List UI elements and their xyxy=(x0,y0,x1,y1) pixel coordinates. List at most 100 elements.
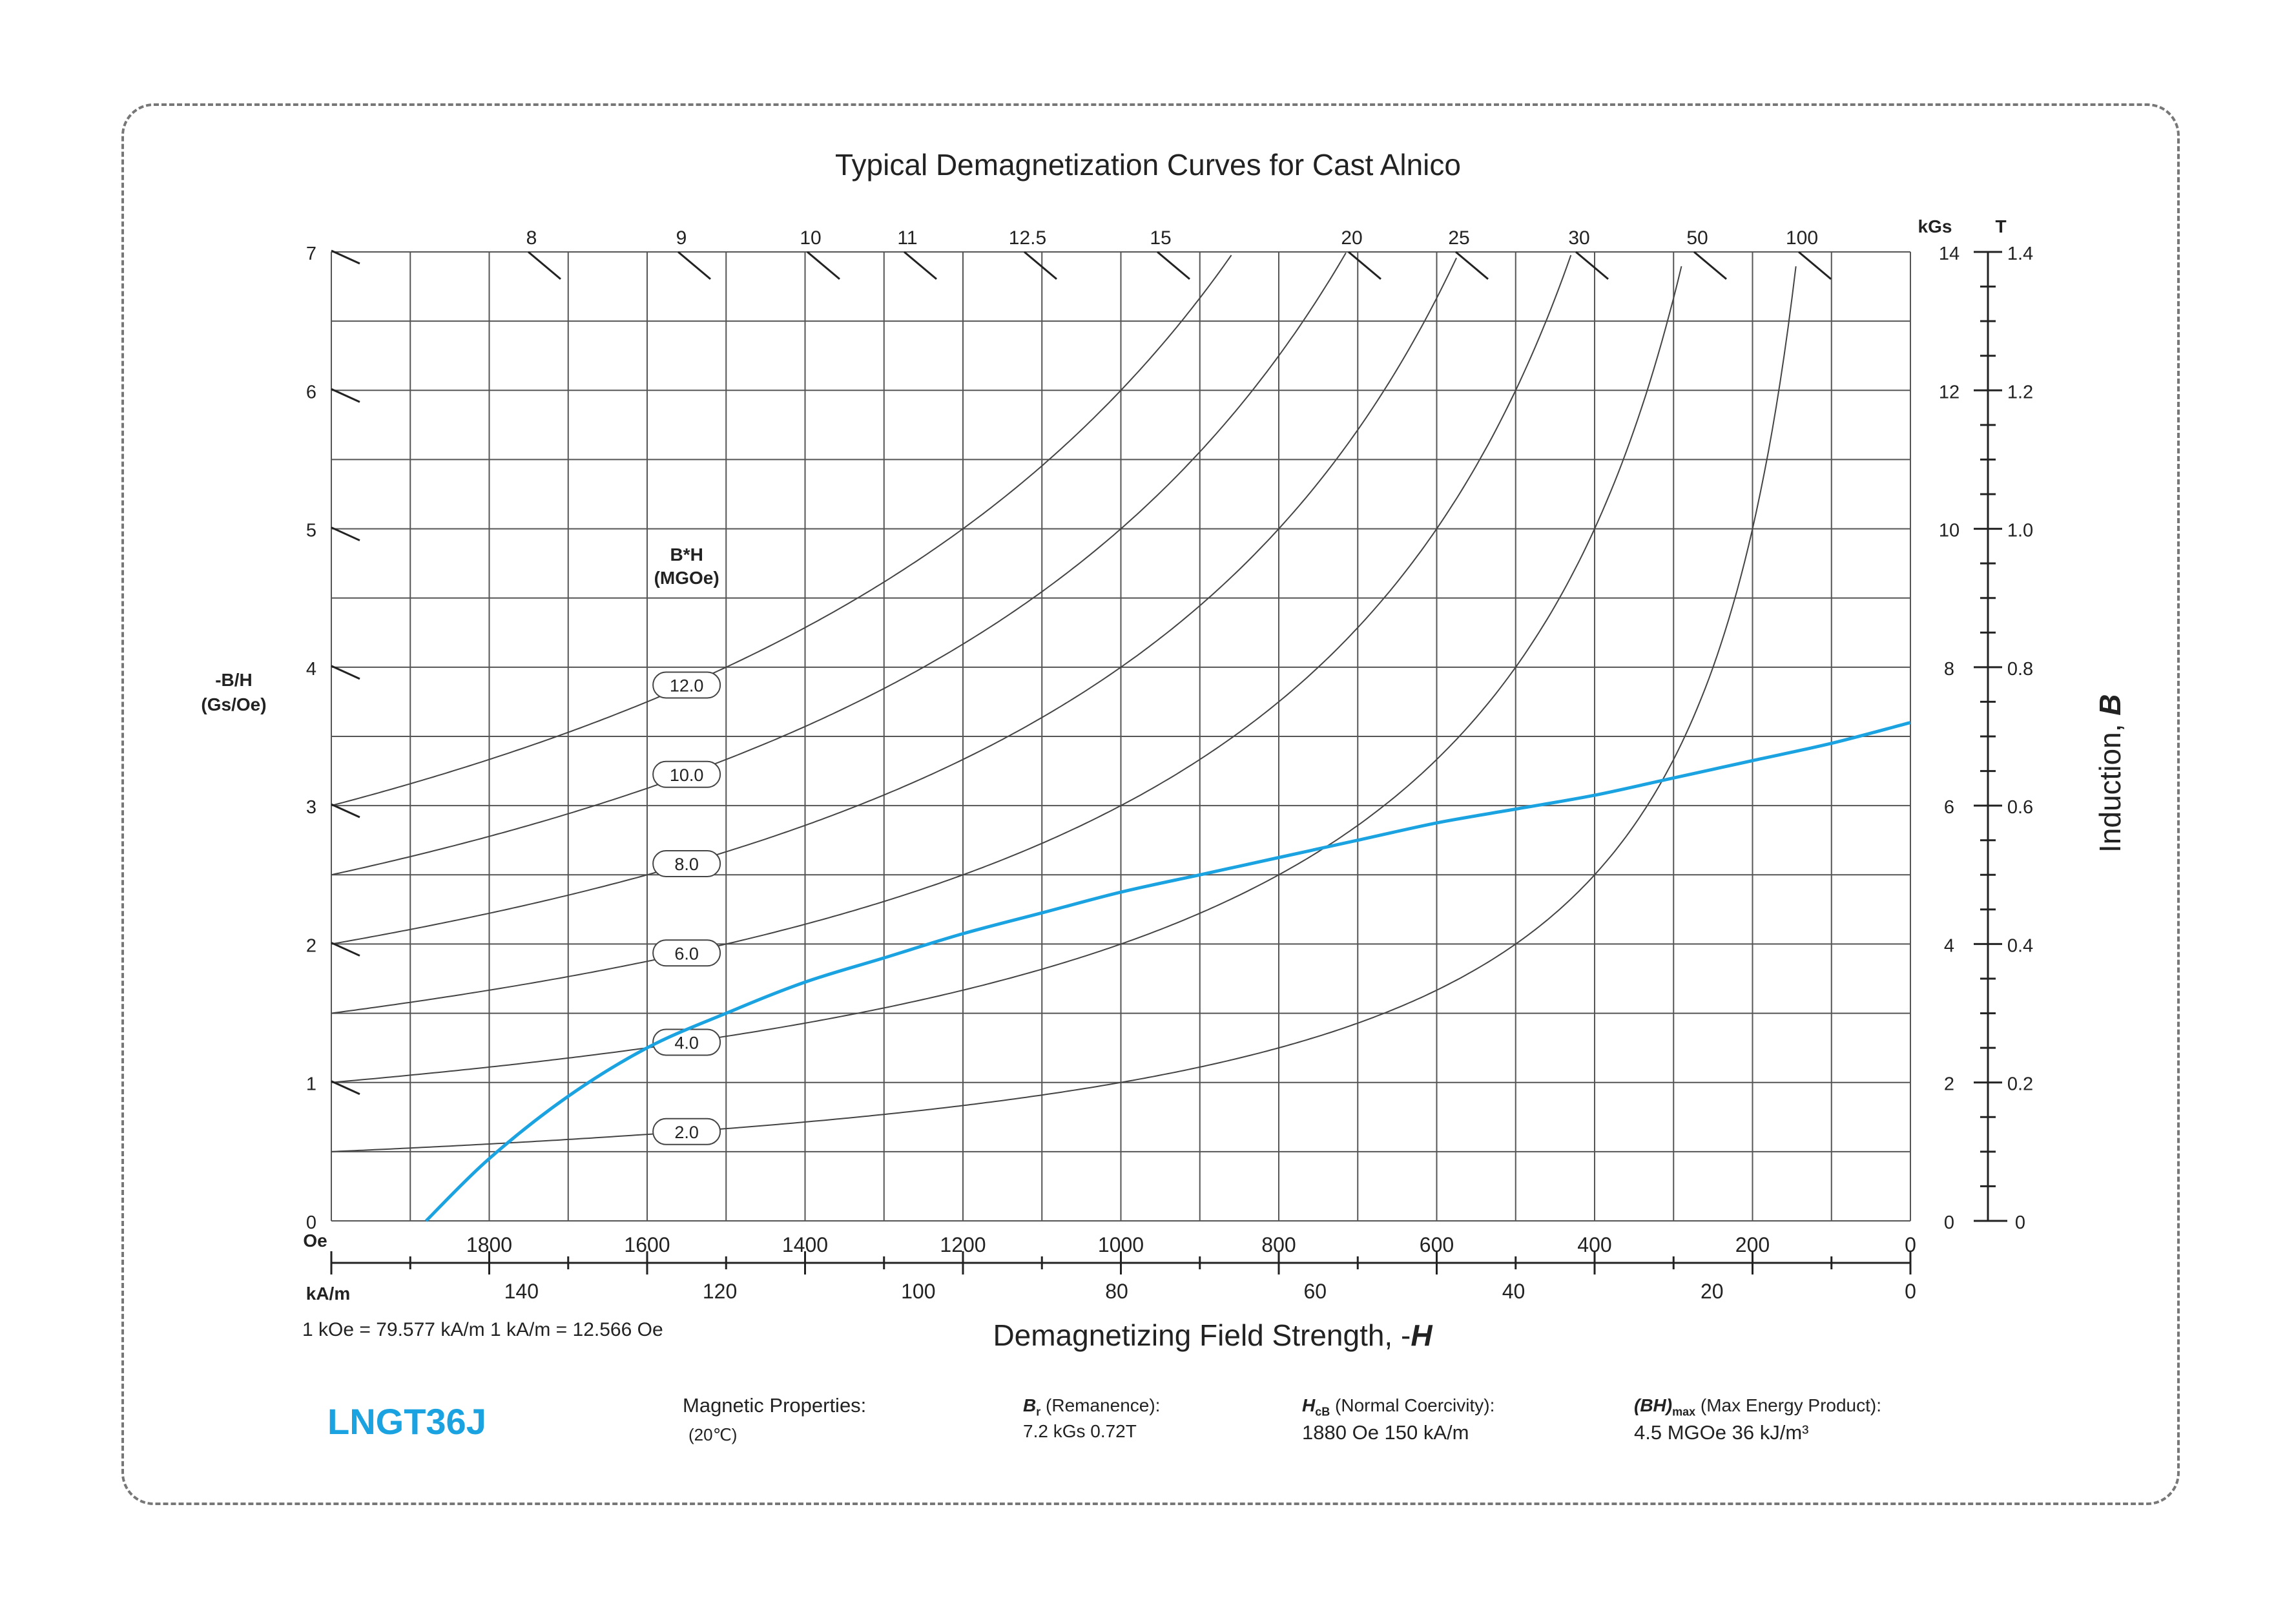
hcb-subscript: cB xyxy=(1315,1405,1330,1419)
oe-tick-label: 200 xyxy=(1735,1233,1770,1256)
energy-curve xyxy=(331,266,1797,1152)
tesla-tick-label: 0 xyxy=(2015,1212,2025,1233)
slope-tick xyxy=(1798,251,1832,280)
left-tick-label: 3 xyxy=(306,797,316,818)
kam-tick-label: 40 xyxy=(1502,1280,1525,1303)
slope-tick xyxy=(807,251,840,280)
x-axis-title-symbol: H xyxy=(1411,1318,1432,1352)
left-tick-label: 7 xyxy=(306,244,316,264)
right-axis-title-symbol: B xyxy=(2093,694,2127,716)
energy-curve xyxy=(331,255,1572,1014)
slope-label: 10 xyxy=(800,227,821,249)
chart-frame xyxy=(121,103,2180,1505)
hcb-value: 1880 Oe 150 kA/m xyxy=(1302,1421,1469,1444)
kgs-tick-label: 10 xyxy=(1939,521,1960,541)
left-slope-tick xyxy=(331,665,360,680)
energy-curve xyxy=(331,257,1458,945)
energy-label: 2.0 xyxy=(674,1123,699,1142)
oe-tick-label: 1800 xyxy=(466,1233,512,1256)
slope-label: 25 xyxy=(1448,227,1469,249)
slope-label: 11 xyxy=(897,227,917,249)
energy-curve xyxy=(331,255,1232,807)
left-tick-label: 4 xyxy=(306,659,316,680)
energy-product-curves: 12.0 10.0 8.0 6.0 4.0 2.0 B*H (MGOe) xyxy=(331,252,1797,1152)
slope-label: 20 xyxy=(1341,227,1362,249)
temperature-note: (20℃) xyxy=(688,1425,738,1444)
energy-label-pill xyxy=(652,850,721,878)
left-axis-unit: (Gs/Oe) xyxy=(201,694,266,714)
energy-label: 6.0 xyxy=(674,944,699,963)
kgs-tick-label: 4 xyxy=(1944,935,1954,956)
kam-tick-label: 60 xyxy=(1303,1280,1327,1303)
slope-label: 100 xyxy=(1786,227,1818,249)
bhmax-label: (BH)max (Max Energy Product): xyxy=(1634,1395,1881,1419)
left-slope-tick xyxy=(331,526,360,541)
kam-tick-label: 80 xyxy=(1105,1280,1128,1303)
kgs-tick-label: 0 xyxy=(1944,1212,1954,1233)
product-name: LNGT36J xyxy=(327,1401,486,1442)
left-tick-label: 0 xyxy=(306,1212,316,1233)
slope-label: 12.5 xyxy=(1009,227,1046,249)
br-subscript: r xyxy=(1036,1405,1041,1419)
oe-tick-label: 1000 xyxy=(1098,1233,1144,1256)
left-tick-label: 5 xyxy=(306,521,316,541)
br-symbol: B xyxy=(1023,1395,1037,1415)
br-value: 7.2 kGs 0.72T xyxy=(1023,1421,1137,1441)
slope-tick xyxy=(1455,251,1489,280)
energy-curve xyxy=(331,265,1682,1083)
conversion-note: 1 kOe = 79.577 kA/m 1 kA/m = 12.566 Oe xyxy=(302,1319,663,1340)
oe-tick-label: 800 xyxy=(1261,1233,1296,1256)
bhmax-symbol: (BH) xyxy=(1634,1395,1673,1415)
tesla-tick-label: 1.2 xyxy=(2007,382,2033,402)
kgs-tick-label: 8 xyxy=(1944,659,1954,680)
energy-label: 12.0 xyxy=(670,676,704,696)
demagnetization-curve xyxy=(424,721,1911,1222)
bhmax-value: 4.5 MGOe 36 kJ/m³ xyxy=(1634,1421,1809,1444)
slope-tick xyxy=(904,251,937,280)
kgs-tick-label: 2 xyxy=(1944,1074,1954,1095)
magnetic-properties-label: Magnetic Properties: xyxy=(683,1394,867,1417)
kam-tick-label: 0 xyxy=(1905,1280,1916,1303)
energy-label-pill xyxy=(652,1118,721,1145)
left-slope-tick xyxy=(331,1080,360,1096)
slope-label: 15 xyxy=(1150,227,1171,249)
left-tick-label: 2 xyxy=(306,935,316,956)
energy-label: 8.0 xyxy=(674,855,699,874)
energy-label: 10.0 xyxy=(670,765,704,785)
kam-unit-label: kA/m xyxy=(306,1284,350,1304)
right-axis-title: Induction, B xyxy=(2093,694,2127,853)
slope-tick xyxy=(1348,251,1381,280)
axes xyxy=(330,251,2007,1274)
left-slope-tick xyxy=(331,388,360,403)
oe-tick-label: 400 xyxy=(1577,1233,1611,1256)
kam-tick-label: 100 xyxy=(901,1280,935,1303)
bhmax-description: (Max Energy Product): xyxy=(1695,1395,1881,1415)
br-description: (Remanence): xyxy=(1040,1395,1161,1415)
chart-title: Typical Demagnetization Curves for Cast … xyxy=(835,148,1461,182)
slope-label: 9 xyxy=(676,227,687,249)
oe-tick-label: 0 xyxy=(1905,1233,1916,1256)
slope-tick xyxy=(1575,251,1609,280)
tesla-unit-label: T xyxy=(1995,216,2006,236)
energy-header-unit: (MGOe) xyxy=(654,568,719,588)
oe-tick-label: 1200 xyxy=(940,1233,986,1256)
tesla-tick-label: 0.8 xyxy=(2007,659,2033,680)
kgs-tick-label: 14 xyxy=(1939,244,1960,264)
slope-label: 8 xyxy=(526,227,537,249)
energy-label-pill xyxy=(652,939,721,967)
left-slope-tick xyxy=(331,942,360,957)
slope-tick xyxy=(528,251,561,280)
tesla-tick-label: 0.2 xyxy=(2007,1074,2033,1095)
kgs-unit-label: kGs xyxy=(1918,216,1952,236)
energy-label-pill xyxy=(652,671,721,699)
tesla-tick-label: 0.4 xyxy=(2007,935,2033,956)
slope-tick xyxy=(1157,251,1190,280)
tesla-tick-label: 1.0 xyxy=(2007,521,2033,541)
energy-label-pill xyxy=(652,760,721,788)
slope-label: 50 xyxy=(1686,227,1708,249)
permeance-slope-marks: 8 9 10 11 12.5 15 20 25 30 50 100 xyxy=(331,227,1832,1096)
left-axis-title: -B/H xyxy=(215,670,253,690)
energy-header: B*H xyxy=(670,545,703,565)
